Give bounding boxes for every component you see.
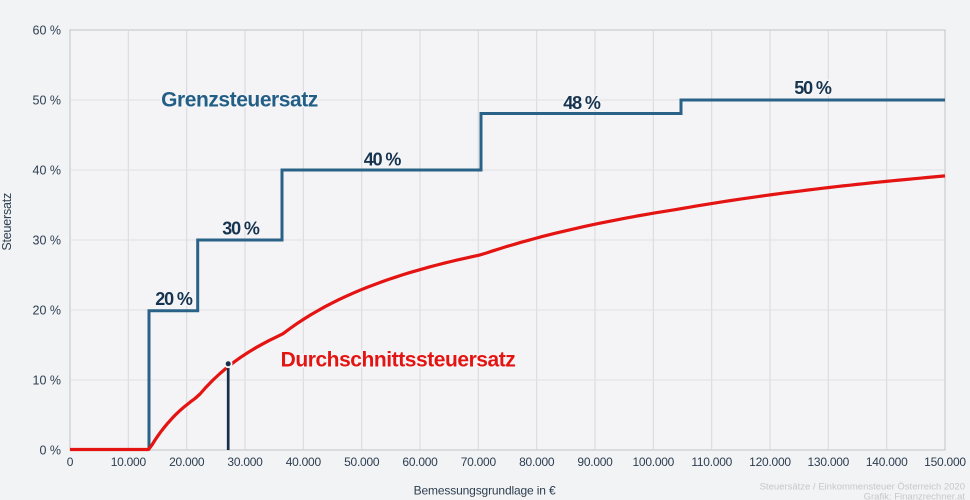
svg-text:20 %: 20 % xyxy=(155,289,193,309)
svg-text:70.000: 70.000 xyxy=(461,455,497,469)
svg-text:40 %: 40 % xyxy=(364,149,402,169)
svg-text:120.000: 120.000 xyxy=(749,455,791,469)
svg-text:50.000: 50.000 xyxy=(344,455,380,469)
svg-text:Grenzsteuersatz: Grenzsteuersatz xyxy=(161,88,318,111)
svg-text:Steuersatz: Steuersatz xyxy=(0,193,14,251)
svg-text:0: 0 xyxy=(67,455,74,469)
svg-text:60 %: 60 % xyxy=(33,24,62,38)
svg-text:30 %: 30 % xyxy=(222,219,260,239)
svg-text:Bemessungsgrundlage in €: Bemessungsgrundlage in € xyxy=(414,483,556,497)
svg-text:30.000: 30.000 xyxy=(227,455,263,469)
svg-text:140.000: 140.000 xyxy=(866,455,908,469)
svg-text:48 %: 48 % xyxy=(563,93,601,113)
svg-text:90.000: 90.000 xyxy=(577,455,613,469)
svg-text:130.000: 130.000 xyxy=(807,455,849,469)
svg-text:30 %: 30 % xyxy=(33,234,62,248)
svg-text:10 %: 10 % xyxy=(33,374,62,388)
svg-text:20 %: 20 % xyxy=(33,304,62,318)
svg-text:10.000: 10.000 xyxy=(111,455,147,469)
svg-text:40 %: 40 % xyxy=(33,164,62,178)
svg-text:0 %: 0 % xyxy=(39,444,61,458)
svg-text:20.000: 20.000 xyxy=(169,455,205,469)
svg-text:110.000: 110.000 xyxy=(691,455,732,469)
svg-text:60.000: 60.000 xyxy=(402,455,438,469)
svg-text:Steuersätze / Einkommensteuer: Steuersätze / Einkommensteuer Österreich… xyxy=(760,482,965,493)
svg-text:50 %: 50 % xyxy=(33,94,62,108)
svg-text:40.000: 40.000 xyxy=(286,455,322,469)
svg-text:150.000: 150.000 xyxy=(924,455,966,469)
svg-text:100.000: 100.000 xyxy=(632,455,674,469)
svg-text:50 %: 50 % xyxy=(794,78,832,98)
svg-text:Durchschnittssteuersatz: Durchschnittssteuersatz xyxy=(281,349,516,372)
svg-text:Grafik: Finanzrechner.at: Grafik: Finanzrechner.at xyxy=(864,492,966,500)
svg-text:80.000: 80.000 xyxy=(519,455,555,469)
